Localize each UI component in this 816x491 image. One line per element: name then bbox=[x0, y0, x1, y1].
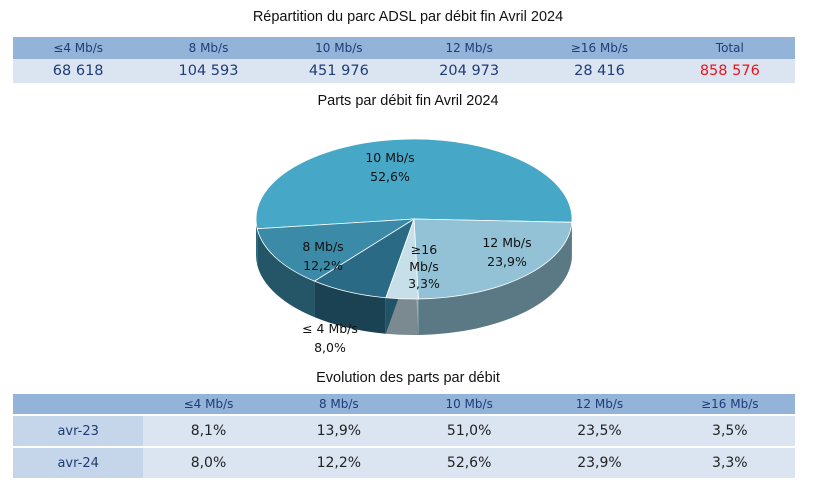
header-cell: 8 Mb/s bbox=[143, 37, 274, 59]
distribution-header-row: ≤4 Mb/s 8 Mb/s 10 Mb/s 12 Mb/s ≥16 Mb/s … bbox=[13, 37, 795, 59]
pie-slice-value: 52,6% bbox=[370, 169, 410, 184]
pie-slice-label: ≤ 4 Mb/s bbox=[302, 321, 358, 336]
pie-slice bbox=[255, 138, 573, 230]
distribution-table: ≤4 Mb/s 8 Mb/s 10 Mb/s 12 Mb/s ≥16 Mb/s … bbox=[13, 37, 795, 83]
pie-side-wall bbox=[314, 281, 386, 334]
value-cell: 8,0% bbox=[143, 446, 274, 478]
value-cell: 3,5% bbox=[664, 414, 795, 447]
pie-slice-value: 8,0% bbox=[314, 340, 346, 355]
header-cell: ≤4 Mb/s bbox=[13, 37, 144, 59]
pie-title: Parts par débit fin Avril 2024 bbox=[317, 93, 499, 109]
evolution-title: Evolution des parts par débit bbox=[316, 370, 500, 386]
pie-slice-label: ≥16 bbox=[411, 242, 437, 257]
pie-slice-label: Mb/s bbox=[409, 259, 438, 274]
value-cell: 23,5% bbox=[534, 414, 665, 447]
header-cell: ≥16 Mb/s bbox=[664, 394, 795, 415]
header-cell: ≥16 Mb/s bbox=[534, 37, 665, 59]
value-cell: 204 973 bbox=[403, 59, 535, 83]
header-cell: 12 Mb/s bbox=[534, 394, 665, 415]
header-cell: Total bbox=[664, 37, 795, 59]
header-cell: 10 Mb/s bbox=[273, 37, 404, 59]
pie-slice-value: 23,9% bbox=[487, 254, 527, 269]
row-label: avr-23 bbox=[13, 414, 144, 447]
value-cell: 8,1% bbox=[143, 414, 274, 447]
evolution-header-row: ≤4 Mb/s 8 Mb/s 10 Mb/s 12 Mb/s ≥16 Mb/s bbox=[13, 394, 795, 415]
value-cell: 51,0% bbox=[403, 414, 535, 447]
main-title: Répartition du parc ADSL par débit fin A… bbox=[252, 9, 564, 25]
evolution-row: avr-24 8,0% 12,2% 52,6% 23,9% 3,3% bbox=[13, 446, 795, 478]
header-cell: 8 Mb/s bbox=[273, 394, 404, 415]
pie-slice-value: 3,3% bbox=[408, 276, 440, 291]
pie-side-wall bbox=[257, 228, 315, 318]
distribution-value-row: 68 618 104 593 451 976 204 973 28 416 85… bbox=[13, 59, 795, 83]
value-cell: 68 618 bbox=[13, 59, 144, 83]
header-cell: ≤4 Mb/s bbox=[143, 394, 274, 415]
pie-side-wall bbox=[256, 219, 258, 265]
value-cell: 13,9% bbox=[273, 414, 404, 447]
pie-slice-label: 12 Mb/s bbox=[482, 235, 531, 250]
pie-side-wall bbox=[418, 222, 572, 335]
pie-slice bbox=[413, 218, 573, 300]
value-cell: 12,2% bbox=[273, 446, 404, 478]
value-cell: 3,3% bbox=[664, 446, 795, 478]
value-cell: 52,6% bbox=[403, 446, 535, 478]
pie-slice-value: 12,2% bbox=[303, 258, 343, 273]
pie-slice-label: 8 Mb/s bbox=[302, 239, 343, 254]
header-cell bbox=[13, 394, 144, 415]
value-cell: 28 416 bbox=[534, 59, 665, 83]
pie-slice bbox=[256, 218, 415, 282]
pie-slice-label: 10 Mb/s bbox=[365, 150, 414, 165]
evolution-row: avr-23 8,1% 13,9% 51,0% 23,5% 3,5% bbox=[13, 414, 795, 447]
row-label: avr-24 bbox=[13, 446, 144, 478]
value-cell: 451 976 bbox=[273, 59, 404, 83]
evolution-table: ≤4 Mb/s 8 Mb/s 10 Mb/s 12 Mb/s ≥16 Mb/s … bbox=[13, 394, 795, 478]
header-cell: 12 Mb/s bbox=[403, 37, 535, 59]
header-cell: 10 Mb/s bbox=[403, 394, 535, 415]
total-value-cell: 858 576 bbox=[664, 59, 795, 83]
value-cell: 104 593 bbox=[143, 59, 274, 83]
value-cell: 23,9% bbox=[534, 446, 665, 478]
